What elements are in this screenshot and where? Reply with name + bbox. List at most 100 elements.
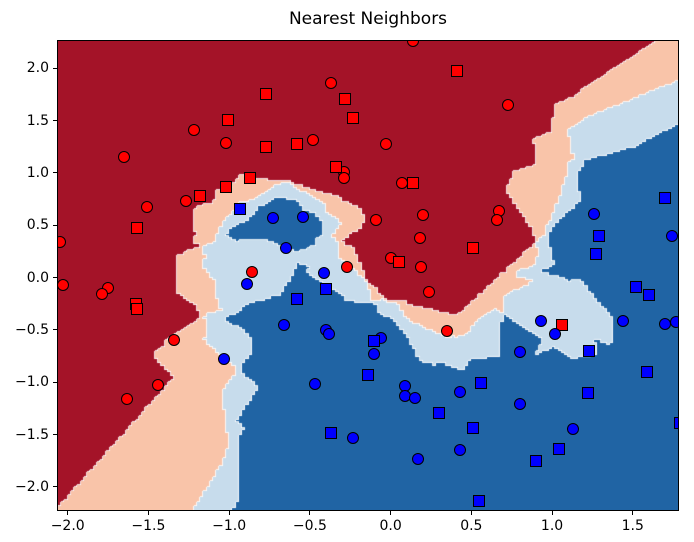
y-tick-label: 0.0 bbox=[26, 269, 49, 286]
data-point-red-square bbox=[450, 65, 463, 78]
data-point-blue-square bbox=[362, 368, 374, 381]
data-point-red-circle bbox=[324, 76, 337, 89]
data-point-red-circle bbox=[407, 41, 420, 47]
x-tick-mark bbox=[309, 511, 311, 515]
data-point-blue-circle bbox=[323, 328, 336, 341]
data-point-blue-circle bbox=[670, 315, 678, 328]
data-point-blue-square bbox=[234, 202, 247, 215]
data-point-blue-circle bbox=[549, 328, 562, 341]
data-point-blue-square bbox=[473, 494, 486, 507]
data-point-red-circle bbox=[423, 286, 436, 299]
data-point-red-circle bbox=[341, 261, 353, 274]
data-point-red-square bbox=[260, 88, 273, 101]
data-point-blue-circle bbox=[408, 391, 421, 404]
data-point-red-circle bbox=[152, 379, 165, 392]
y-tick-label: −0.5 bbox=[15, 321, 49, 338]
x-tick-label: −1.5 bbox=[131, 518, 166, 534]
plot-area bbox=[57, 40, 679, 511]
data-point-red-square bbox=[555, 318, 568, 331]
data-point-red-square bbox=[221, 113, 234, 126]
data-point-blue-square bbox=[642, 289, 655, 302]
data-point-red-circle bbox=[395, 177, 408, 190]
data-point-red-circle bbox=[179, 195, 192, 208]
data-point-red-circle bbox=[337, 172, 350, 185]
data-point-red-square bbox=[392, 255, 405, 268]
x-tick-mark bbox=[470, 511, 472, 515]
data-point-blue-circle bbox=[308, 378, 321, 391]
y-tick-label: 1.5 bbox=[26, 112, 49, 129]
data-point-red-circle bbox=[307, 134, 320, 147]
y-tick-mark bbox=[53, 486, 57, 488]
data-point-blue-square bbox=[466, 422, 479, 435]
chart-title: Nearest Neighbors bbox=[288, 9, 448, 29]
x-tick-label: 0.0 bbox=[379, 518, 402, 534]
data-point-blue-square bbox=[475, 377, 488, 390]
data-point-blue-square bbox=[320, 283, 333, 296]
data-point-blue-circle bbox=[588, 207, 601, 220]
data-point-blue-circle bbox=[368, 348, 381, 361]
data-point-blue-square bbox=[324, 426, 337, 439]
data-point-blue-circle bbox=[513, 345, 526, 358]
data-point-blue-square bbox=[659, 192, 672, 205]
x-tick-mark bbox=[551, 511, 553, 515]
data-point-blue-square bbox=[433, 406, 446, 419]
data-point-blue-circle bbox=[279, 242, 292, 255]
y-tick-mark bbox=[53, 329, 57, 331]
x-tick-mark bbox=[67, 511, 69, 515]
data-point-red-square bbox=[290, 137, 303, 150]
data-point-red-square bbox=[347, 112, 360, 125]
data-point-red-circle bbox=[58, 278, 69, 291]
data-point-red-square bbox=[219, 180, 232, 193]
y-tick-label: 1.0 bbox=[26, 164, 49, 181]
data-point-blue-square bbox=[581, 386, 594, 399]
x-tick-label: −1.0 bbox=[212, 518, 247, 534]
x-tick-mark bbox=[390, 511, 392, 515]
x-tick-mark bbox=[632, 511, 634, 515]
data-point-blue-circle bbox=[347, 431, 360, 444]
data-point-blue-circle bbox=[266, 211, 279, 224]
data-point-blue-circle bbox=[567, 423, 580, 436]
x-tick-mark bbox=[228, 511, 230, 515]
x-tick-label: −2.0 bbox=[50, 518, 85, 534]
data-point-blue-circle bbox=[318, 267, 331, 280]
data-point-red-square bbox=[244, 172, 257, 185]
data-point-red-circle bbox=[95, 288, 108, 301]
data-point-red-square bbox=[407, 177, 420, 190]
data-point-red-circle bbox=[58, 236, 66, 248]
y-tick-mark bbox=[53, 172, 57, 174]
data-point-blue-circle bbox=[454, 385, 467, 398]
data-point-blue-square bbox=[630, 281, 643, 294]
data-point-blue-circle bbox=[278, 318, 291, 331]
y-tick-mark bbox=[53, 381, 57, 383]
data-point-red-square bbox=[131, 303, 144, 315]
x-tick-mark bbox=[147, 511, 149, 515]
data-point-red-circle bbox=[370, 214, 383, 227]
data-point-blue-square bbox=[589, 247, 602, 260]
data-point-blue-square bbox=[583, 344, 596, 357]
data-point-red-square bbox=[194, 189, 207, 202]
data-point-blue-circle bbox=[412, 452, 425, 465]
y-tick-mark bbox=[53, 67, 57, 69]
data-point-red-square bbox=[329, 160, 342, 173]
data-point-red-circle bbox=[413, 231, 426, 244]
data-point-red-circle bbox=[441, 324, 454, 337]
data-point-red-square bbox=[339, 92, 352, 105]
y-tick-mark bbox=[53, 277, 57, 279]
data-point-blue-circle bbox=[454, 444, 467, 457]
y-tick-label: 2.0 bbox=[26, 60, 49, 77]
y-tick-mark bbox=[53, 120, 57, 122]
y-tick-label: −1.0 bbox=[15, 374, 49, 391]
data-point-red-circle bbox=[219, 136, 232, 149]
data-point-blue-circle bbox=[659, 317, 672, 330]
data-point-red-circle bbox=[379, 137, 392, 150]
data-point-blue-square bbox=[641, 365, 654, 378]
data-point-blue-square bbox=[592, 229, 605, 242]
data-point-blue-circle bbox=[617, 314, 630, 327]
data-point-red-circle bbox=[168, 334, 181, 347]
y-tick-mark bbox=[53, 434, 57, 436]
data-point-red-circle bbox=[140, 201, 153, 214]
data-point-blue-square bbox=[552, 443, 565, 456]
data-point-blue-square bbox=[368, 335, 381, 348]
data-point-blue-circle bbox=[218, 353, 231, 366]
